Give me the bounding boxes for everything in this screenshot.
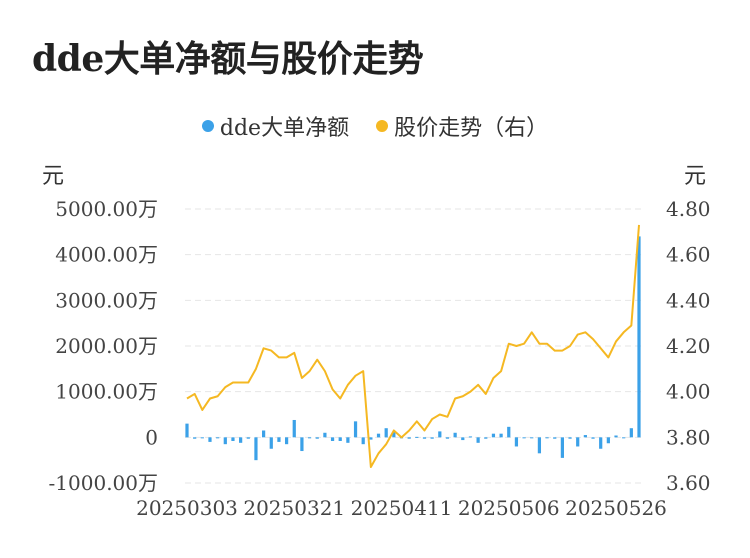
dde-bar bbox=[591, 437, 595, 439]
legend-item-price[interactable]: 股价走势（右） bbox=[376, 110, 548, 142]
x-tick-label: 20250506 bbox=[458, 496, 560, 520]
dde-bar bbox=[392, 431, 396, 438]
dde-bar bbox=[461, 437, 465, 441]
dde-bar bbox=[537, 437, 542, 454]
left-tick-label: 1000.00万 bbox=[55, 380, 158, 404]
right-tick-label: 3.80 bbox=[666, 425, 711, 449]
dde-bar bbox=[445, 437, 450, 439]
dde-bar bbox=[223, 437, 227, 445]
dde-bar bbox=[315, 437, 319, 439]
dde-bar bbox=[522, 437, 526, 439]
dde-bar bbox=[231, 437, 235, 441]
left-tick-label: 4000.00万 bbox=[55, 243, 158, 267]
dde-bar bbox=[361, 437, 365, 445]
dde-bar bbox=[353, 421, 358, 438]
right-tick-label: 4.80 bbox=[666, 197, 711, 221]
dde-bar bbox=[254, 437, 258, 461]
dde-bar bbox=[491, 433, 496, 438]
left-tick-label: 0 bbox=[145, 425, 158, 449]
dde-bar bbox=[330, 437, 335, 441]
left-tick-label: -1000.00万 bbox=[49, 471, 158, 495]
dde-bar bbox=[292, 419, 296, 438]
legend-dot-price bbox=[376, 120, 389, 132]
right-axis-unit: 元 bbox=[684, 164, 707, 189]
dde-bar bbox=[530, 437, 534, 439]
legend-label-price: 股价走势（右） bbox=[394, 116, 549, 141]
dde-bar bbox=[346, 437, 350, 443]
dde-bar bbox=[438, 431, 442, 438]
dde-bar bbox=[430, 437, 434, 439]
chart-title: dde大单净额与股价走势 bbox=[32, 38, 424, 80]
dde-bar bbox=[606, 437, 610, 444]
dde-bar bbox=[200, 437, 204, 439]
x-tick-label: 20250411 bbox=[351, 496, 453, 520]
dde-bar bbox=[507, 426, 511, 438]
left-tick-label: 3000.00万 bbox=[55, 288, 158, 312]
dde-bar bbox=[323, 432, 327, 438]
dde-bar bbox=[629, 428, 633, 438]
dde-bar bbox=[560, 437, 564, 458]
x-tick-label: 20250526 bbox=[565, 496, 667, 520]
dde-bar bbox=[369, 437, 373, 440]
legend-dot-dde bbox=[201, 120, 214, 132]
dde-bar bbox=[277, 437, 281, 442]
dde-bar bbox=[407, 437, 411, 439]
dde-bar bbox=[468, 436, 473, 438]
dde-bar bbox=[637, 236, 641, 438]
dde-bar bbox=[208, 437, 212, 442]
dde-bar bbox=[614, 435, 618, 438]
legend-item-dde[interactable]: dde大单净额 bbox=[201, 110, 350, 142]
dde-bar bbox=[553, 437, 557, 439]
left-axis-unit: 元 bbox=[42, 164, 65, 189]
dde-bar bbox=[599, 437, 603, 449]
right-tick-label: 3.60 bbox=[666, 471, 711, 495]
dde-bar bbox=[476, 437, 480, 443]
price-line bbox=[186, 224, 640, 469]
dde-bar bbox=[300, 437, 304, 452]
right-tick-label: 4.20 bbox=[666, 334, 711, 358]
dde-bar bbox=[216, 437, 220, 439]
right-tick-label: 4.00 bbox=[666, 380, 711, 404]
dde-bar bbox=[453, 432, 457, 438]
x-tick-label: 20250303 bbox=[136, 496, 238, 520]
dde-bar bbox=[307, 437, 312, 439]
dde-bar bbox=[284, 437, 289, 445]
left-tick-label: 5000.00万 bbox=[55, 197, 158, 221]
legend-label-dde: dde大单净额 bbox=[219, 116, 350, 141]
dde-bar bbox=[415, 436, 419, 438]
dde-bar bbox=[545, 437, 549, 439]
dde-bar bbox=[376, 433, 381, 438]
dde-bar bbox=[193, 437, 197, 439]
left-tick-label: 2000.00万 bbox=[55, 334, 158, 358]
dde-bar bbox=[338, 437, 342, 441]
dde-bar bbox=[384, 428, 388, 438]
dde-bar bbox=[622, 437, 626, 439]
dde-bar bbox=[514, 437, 519, 447]
x-tick-label: 20250321 bbox=[243, 496, 345, 520]
dde-bar bbox=[262, 430, 266, 438]
dde-bar bbox=[246, 437, 250, 439]
right-tick-label: 4.40 bbox=[666, 288, 711, 312]
dde-bar bbox=[185, 423, 189, 438]
dde-bar bbox=[568, 437, 572, 439]
right-tick-label: 4.60 bbox=[666, 243, 711, 267]
dde-bar bbox=[239, 437, 243, 443]
dde-bar bbox=[269, 437, 273, 449]
dde-bar bbox=[583, 435, 587, 438]
dde-bar bbox=[484, 437, 488, 439]
dde-bar bbox=[576, 437, 580, 447]
dde-bar bbox=[422, 437, 427, 439]
legend: dde大单净额 股价走势（右） bbox=[0, 110, 750, 142]
dde-bar bbox=[499, 433, 503, 438]
